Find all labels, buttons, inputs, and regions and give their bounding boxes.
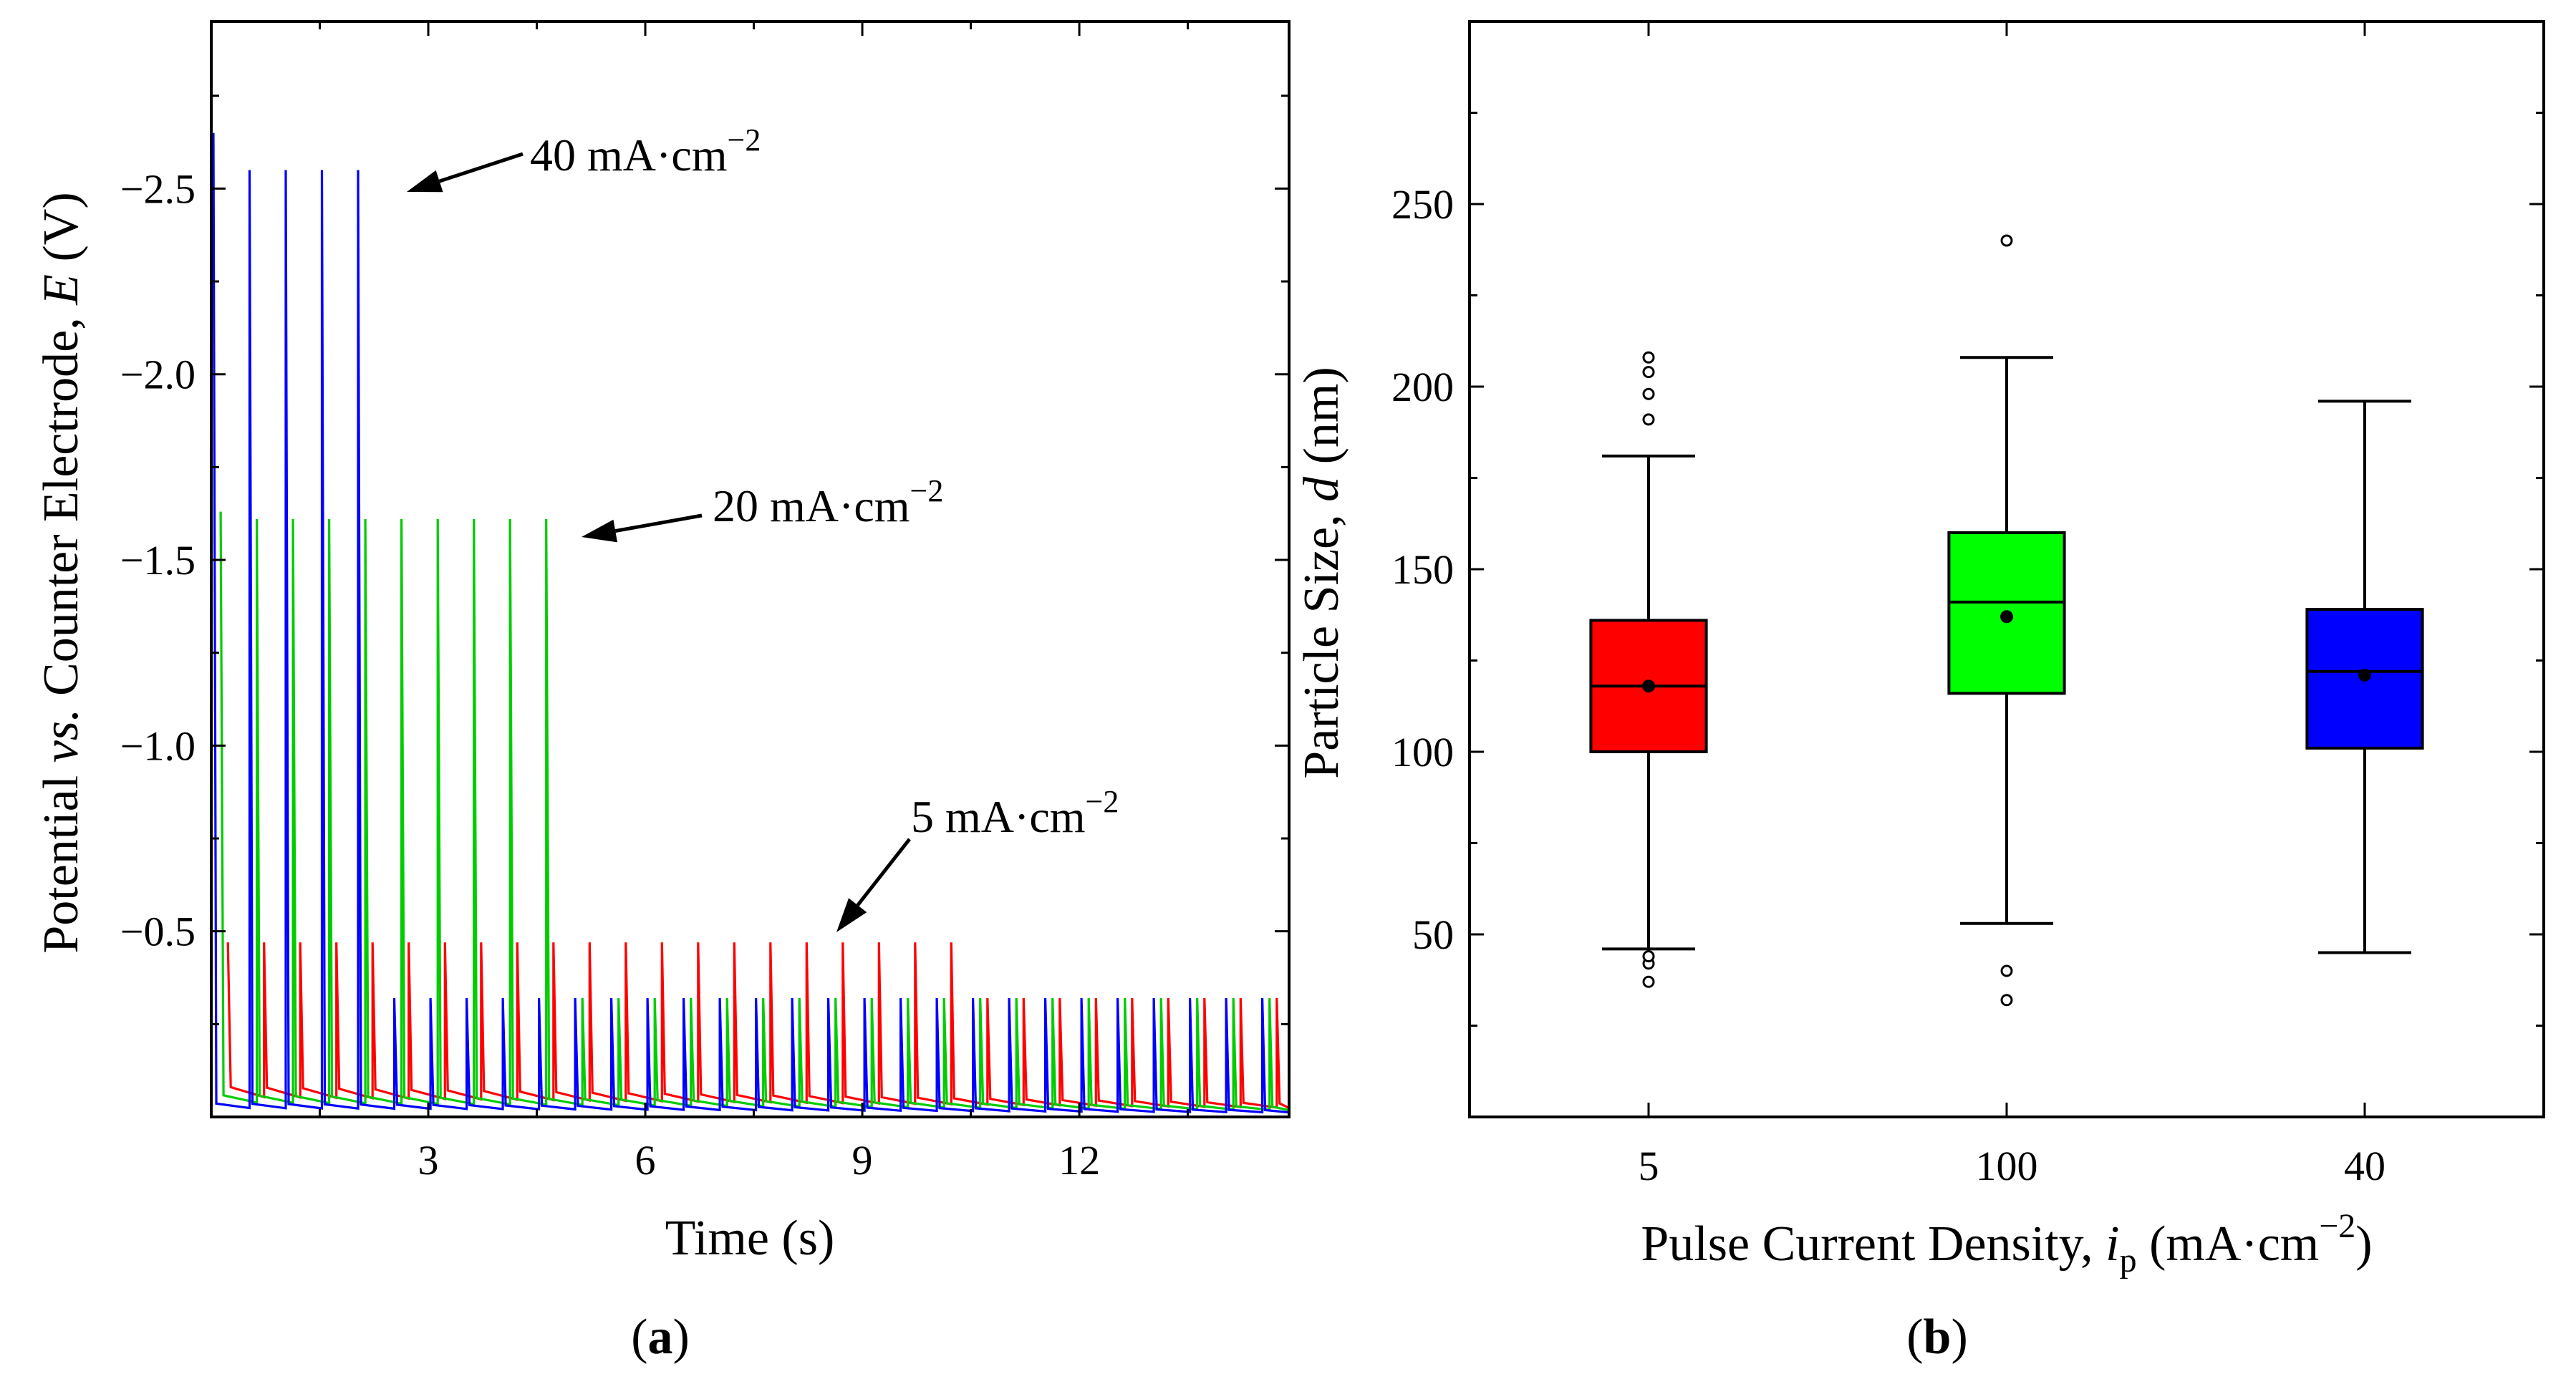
box-100 [1947, 234, 2066, 1007]
panel-a-axis-ticks: 3 6 9 12 −0.5 −1.0 −1.5 −2.0 −2.5 [120, 21, 1289, 1184]
panel-a-x-axis-label: Time (s) [665, 1211, 835, 1266]
annotation-arrow-head [582, 519, 618, 543]
y-tick-label: −1.5 [120, 537, 196, 584]
panel-a-y-axis-label: Potential vs. Counter Electrode, E (V) [34, 192, 89, 953]
box-40 [2305, 400, 2424, 954]
y-tick-label: 250 [1391, 181, 1454, 228]
panel-b-x-axis-label: Pulse Current Density, ip (mA·cm−2) [1641, 1207, 2372, 1279]
outlier-point [1642, 351, 1655, 364]
outlier-point [1642, 387, 1655, 400]
box-iqr [1947, 531, 2066, 695]
annotation-arrow-shaft [856, 838, 911, 906]
x-tick-label: 5 [1639, 1143, 1659, 1189]
outlier-point [1642, 413, 1655, 426]
box-5 [1589, 351, 1708, 988]
x-tick-label: 3 [418, 1137, 439, 1184]
panel-b-boxes [1589, 234, 2424, 1007]
annotation-arrow-shaft [438, 152, 524, 183]
x-tick-label: 40 [2344, 1143, 2386, 1189]
panel-b: 50 100 150 200 250 5 100 40 Pulse Current Densi… [1294, 20, 2545, 1365]
x-tick-label: 6 [635, 1137, 656, 1184]
mean-marker [1642, 679, 1655, 693]
y-tick-label: 150 [1391, 546, 1454, 593]
panel-b-label: (b) [1906, 1310, 1968, 1365]
panel-a-label: (a) [631, 1310, 690, 1365]
annotation-label: 40 mA·cm−2 [530, 122, 761, 180]
panel-a: 3 6 9 12 −0.5 −1.0 −1.5 −2.0 −2.5 40 mA·cm−2 20 m… [34, 20, 1291, 1365]
y-tick-label: −0.5 [120, 909, 196, 955]
mean-marker [2000, 610, 2013, 624]
outlier-point [2000, 994, 2013, 1007]
annotation-label: 20 mA·cm−2 [713, 473, 943, 531]
y-tick-label: −2.5 [120, 165, 196, 212]
y-tick-label: 100 [1391, 729, 1454, 775]
annotation-arrow-shaft [614, 513, 703, 533]
outlier-point [2000, 234, 2013, 247]
panel-b-axis-ticks: 50 100 150 200 250 5 100 40 [1391, 21, 2544, 1189]
panel-b-y-axis-label: Particle Size, d (nm) [1294, 367, 1349, 778]
outlier-point [1642, 366, 1655, 379]
series-line-20mA [219, 511, 1290, 1112]
x-tick-label: 9 [852, 1137, 873, 1184]
series-line-5mA [226, 942, 1290, 1109]
y-tick-label: −1.0 [120, 722, 196, 769]
series-line-40mA [212, 132, 1290, 1114]
mean-marker [2358, 668, 2371, 682]
panel-a-series [212, 132, 1290, 1114]
y-tick-label: 50 [1412, 911, 1454, 958]
annotation-label: 5 mA·cm−2 [911, 784, 1119, 842]
x-tick-label: 12 [1058, 1137, 1100, 1184]
y-tick-label: 200 [1391, 364, 1454, 410]
panel-a-plot-frame [210, 20, 1291, 1118]
outlier-point [1642, 950, 1655, 963]
annotation-arrow-head [407, 170, 443, 193]
y-tick-label: −2.0 [120, 352, 196, 398]
annotation-arrow-head [836, 898, 867, 932]
x-tick-label: 100 [1976, 1143, 2038, 1189]
outlier-point [2000, 964, 2013, 977]
panel-a-annotations: 40 mA·cm−2 20 mA·cm−2 5 mA·cm−2 [407, 122, 1119, 932]
outlier-point [1642, 975, 1655, 988]
